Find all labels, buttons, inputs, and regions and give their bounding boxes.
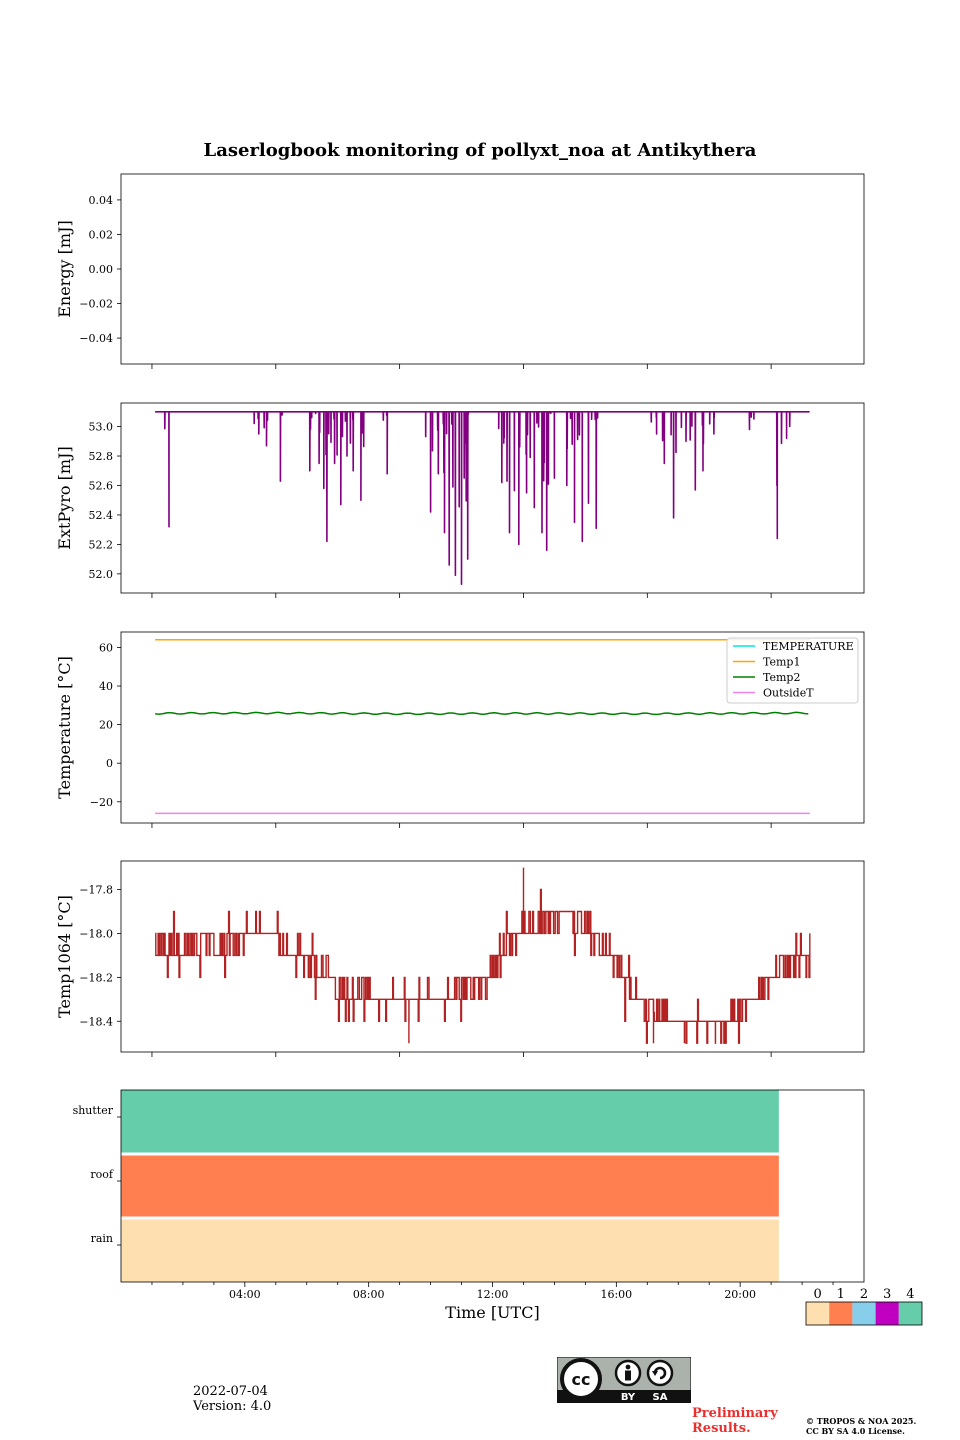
y-tick-label-p3-0: −18.4 [79, 1015, 113, 1028]
legend-label-temp1: Temp1 [763, 656, 800, 669]
y-tick-label-p1-3: 52.6 [89, 479, 114, 492]
y-tick-label-p0-2: 0.00 [89, 263, 114, 276]
x-tick-label-3: 16:00 [600, 1288, 632, 1301]
svg-text:cc: cc [572, 1370, 591, 1389]
date-label: 2022-07-04 [193, 1384, 268, 1399]
extpyro-line [154, 411, 811, 585]
y-tick-label-p3-1: −18.2 [79, 971, 113, 984]
y-axis-label-p2: Temperature [°C] [55, 656, 74, 799]
y-tick-label-p0-4: 0.04 [89, 194, 114, 207]
legend: TEMPERATURE Temp1 Temp2 OutsideT [726, 637, 859, 704]
colorbar-cell-1 [829, 1302, 853, 1325]
x-tick-label-0: 04:00 [229, 1288, 261, 1301]
y-axis-label-p0: Energy [mJ] [55, 220, 74, 318]
y-axis-label-p3: Temp1064 [°C] [55, 895, 74, 1018]
version-label: Version: 4.0 [193, 1399, 272, 1414]
row-label-roof: roof [90, 1168, 114, 1181]
y-tick-label-p0-1: −0.02 [79, 298, 113, 311]
colorbar-tick-2: 2 [860, 1287, 868, 1302]
axes-frame-p0 [120, 173, 865, 365]
y-axis-label-p1: ExtPyro [mJ] [55, 446, 74, 549]
date-version-block: 2022-07-04 Version: 4.0 [193, 1384, 271, 1414]
badge-label-sa: SA [653, 1392, 668, 1403]
colorbar-frame [805, 1301, 923, 1326]
status-bar-rain [121, 1219, 779, 1282]
y-tick-label-p2-2: 20 [99, 719, 113, 732]
y-tick-label-p3-2: −18.0 [79, 927, 113, 940]
y-tick-label-p2-3: 40 [99, 680, 113, 693]
row-label-shutter: shutter [73, 1104, 114, 1117]
colorbar-cell-3 [875, 1302, 899, 1325]
y-tick-label-p1-5: 53.0 [89, 421, 114, 434]
figure-title: Laserlogbook monitoring of pollyxt_noa a… [203, 140, 757, 161]
x-tick-label-2: 12:00 [477, 1288, 509, 1301]
status-bar-roof [121, 1155, 779, 1217]
y-tick-label-p1-1: 52.2 [89, 538, 114, 551]
colorbar-tick-4: 4 [906, 1287, 914, 1302]
colorbar-tick-0: 0 [813, 1287, 821, 1302]
row-label-rain: rain [91, 1232, 113, 1245]
axes-frame-p1 [120, 402, 865, 594]
axes-frame-p3 [120, 860, 865, 1053]
cc-by-sa-icon: cc BY SA [556, 1356, 692, 1404]
y-tick-label-p0-0: −0.04 [79, 332, 113, 345]
axes-frame-p2 [120, 631, 865, 824]
y-tick-label-p0-3: 0.02 [89, 228, 114, 241]
colorbar-tick-3: 3 [883, 1287, 891, 1302]
y-tick-label-p1-4: 52.8 [89, 450, 114, 463]
preliminary-line-2: Results. [692, 1421, 751, 1436]
colorbar-tick-1: 1 [837, 1287, 845, 1302]
y-tick-label-p2-0: −20 [90, 796, 113, 809]
preliminary-line-1: Preliminary [692, 1406, 778, 1421]
x-tick-label-4: 20:00 [724, 1288, 756, 1301]
preliminary-note: Preliminary Results. [692, 1406, 778, 1436]
temp1064-line [155, 867, 811, 1044]
series-line-temp2 [154, 711, 809, 716]
colorbar-cell-0 [806, 1302, 830, 1325]
y-tick-label-p3-3: −17.8 [79, 884, 113, 897]
copyright-note: © TROPOS & NOA 2025. CC BY SA 4.0 Licens… [806, 1416, 916, 1436]
legend-label-temperature: TEMPERATURE [763, 640, 854, 653]
y-tick-label-p1-0: 52.0 [89, 568, 114, 581]
y-tick-label-p1-2: 52.4 [89, 509, 114, 522]
x-axis-label: Time [UTC] [445, 1303, 539, 1322]
legend-box [726, 637, 859, 704]
y-tick-label-p2-1: 0 [106, 757, 113, 770]
status-bar-shutter [121, 1090, 779, 1153]
colorbar-cell-4 [898, 1302, 922, 1325]
copyright-line-1: © TROPOS & NOA 2025. [806, 1416, 917, 1426]
x-tick-label-1: 08:00 [353, 1288, 385, 1301]
badge-label-by: BY [621, 1392, 636, 1403]
y-tick-label-p2-4: 60 [99, 641, 113, 654]
legend-label-temp2: Temp2 [763, 671, 800, 684]
colorbar-cell-2 [852, 1302, 876, 1325]
copyright-line-2: CC BY SA 4.0 License. [806, 1426, 905, 1436]
legend-label-outsidet: OutsideT [763, 687, 814, 700]
